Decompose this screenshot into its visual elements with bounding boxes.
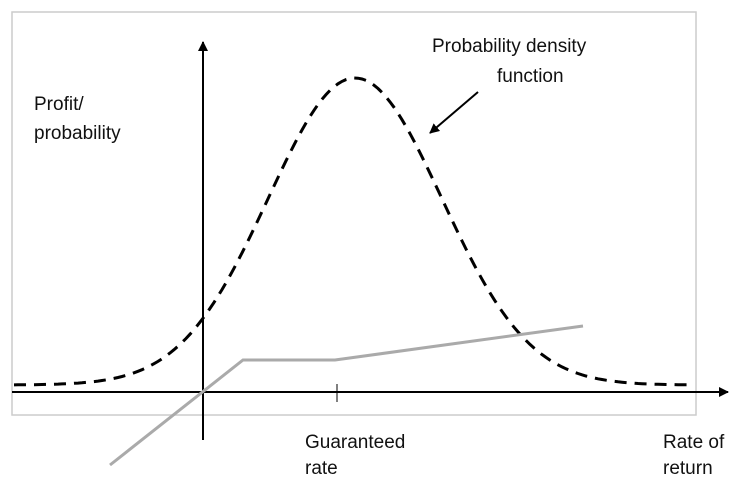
frame [11,11,697,416]
tick-label: Guaranteed [305,432,405,453]
curve-pointer [429,91,479,134]
tick-label: rate [305,458,338,479]
x-axis-label: Rate of [663,432,725,453]
curve-label: Probability density [432,36,587,57]
density-curve [13,76,694,387]
profit-line [109,324,584,467]
y-axis-label: probability [34,123,121,144]
curve-label: function [497,66,564,87]
x-axis-label: return [663,458,713,479]
y-axis-label: Profit/ [34,94,84,115]
